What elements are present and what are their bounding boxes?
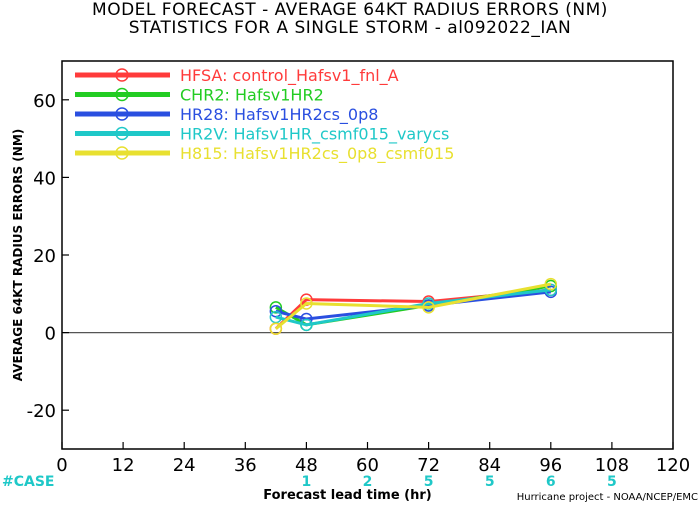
x-tick-label: 108 <box>595 455 629 476</box>
legend-label: HR2V: Hafsv1HR_csmf015_varycs <box>180 125 449 145</box>
legend-marker <box>115 107 129 121</box>
x-tick-label: 0 <box>56 455 67 476</box>
y-tick-label: 20 <box>33 246 56 267</box>
legend-label: HFSA: control_Hafsv1_fnl_A <box>180 66 399 86</box>
case-label: #CASE <box>2 474 55 490</box>
case-count: 1 <box>302 474 312 490</box>
legend-marker <box>115 87 129 102</box>
credit-text: Hurricane project - NOAA/NCEP/EMC <box>517 492 698 503</box>
x-tick-label: 48 <box>295 455 318 476</box>
data-point <box>300 297 313 310</box>
x-tick-label: 36 <box>234 455 257 476</box>
legend-label: CHR2: Hafsv1HR2 <box>180 86 324 105</box>
x-axis-label: Forecast lead time (hr) <box>263 488 431 503</box>
x-tick-label: 60 <box>356 455 379 476</box>
y-tick-label: 0 <box>45 324 56 345</box>
data-point <box>269 301 283 314</box>
case-count: 6 <box>546 474 556 490</box>
x-tick-label: 72 <box>417 455 440 476</box>
y-tick-label: -20 <box>27 401 56 422</box>
data-point <box>269 322 283 335</box>
chart-title: MODEL FORECAST - AVERAGE 64KT RADIUS ERR… <box>92 0 608 20</box>
data-point <box>422 301 435 314</box>
data-point <box>269 305 283 318</box>
legend-label: H815: Hafsv1HR2cs_0p8_csmf015 <box>180 144 454 164</box>
x-tick-label: 120 <box>656 455 690 476</box>
case-count: 5 <box>424 474 434 490</box>
data-point <box>422 297 435 310</box>
series-line <box>274 282 552 330</box>
legend-marker <box>115 68 129 82</box>
y-tick-label: 40 <box>33 168 56 189</box>
data-point <box>300 318 313 332</box>
legend-label: HR28: Hafsv1HR2cs_0p8 <box>180 105 378 125</box>
y-tick-label: 60 <box>33 91 56 112</box>
data-point <box>544 277 558 291</box>
legend-marker <box>115 126 129 141</box>
case-count: 2 <box>363 474 373 490</box>
case-count: 5 <box>485 474 495 490</box>
x-tick-label: 84 <box>478 455 501 476</box>
x-tick-label: 96 <box>539 455 562 476</box>
x-tick-label: 24 <box>173 455 196 476</box>
y-axis-label: AVERAGE 64KT RADIUS ERRORS (NM) <box>11 129 25 381</box>
case-count: 5 <box>607 474 617 490</box>
chart-subtitle: STATISTICS FOR A SINGLE STORM - al092022… <box>128 18 572 38</box>
x-tick-label: 12 <box>112 455 135 476</box>
legend-marker <box>115 146 129 160</box>
